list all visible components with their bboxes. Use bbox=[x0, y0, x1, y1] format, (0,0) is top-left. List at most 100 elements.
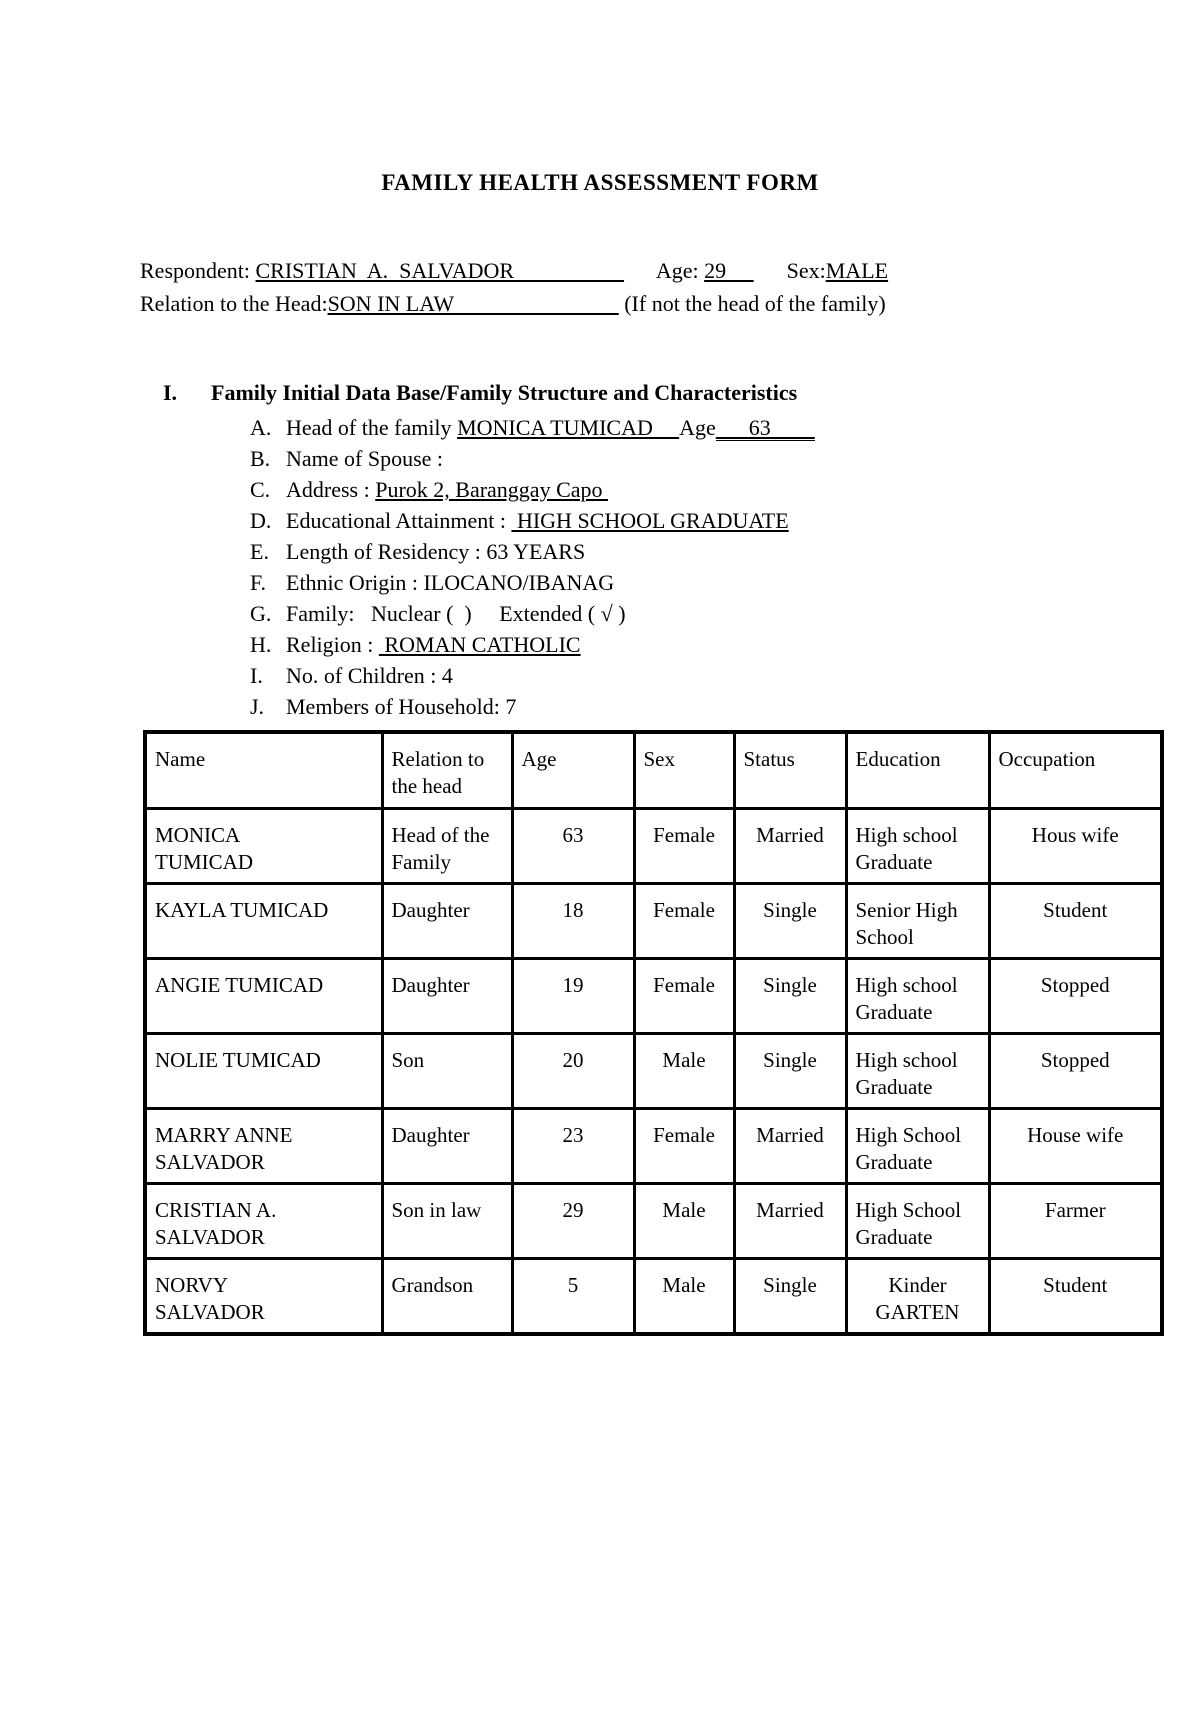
list-item: B. Name of Spouse : bbox=[250, 443, 1200, 474]
item-label: Head of the family bbox=[286, 415, 458, 440]
list-item: J. Members of Household: 7 bbox=[250, 691, 1200, 722]
page-title: FAMILY HEALTH ASSESSMENT FORM bbox=[381, 170, 819, 195]
relation-field: SON IN LAW bbox=[327, 291, 619, 316]
table-cell: MARRY ANNE SALVADOR bbox=[143, 1107, 384, 1185]
table-cell: High School Graduate bbox=[844, 1107, 991, 1185]
list-item: E. Length of Residency : 63 YEARS bbox=[250, 536, 1200, 567]
spacer bbox=[624, 258, 656, 283]
item-letter: I. bbox=[250, 663, 263, 688]
column-header: Relation to the head bbox=[380, 730, 514, 810]
relation-note: (If not the head of the family) bbox=[618, 291, 886, 316]
table-cell: MONICA TUMICAD bbox=[143, 807, 384, 885]
item-letter: J. bbox=[250, 694, 265, 719]
household-members-table: Name Relation to the head Age Sex Status Educ… bbox=[143, 730, 1164, 1336]
item-letter: H. bbox=[250, 632, 272, 657]
table-cell: Married bbox=[732, 1107, 848, 1185]
table-cell: Single bbox=[732, 882, 848, 960]
column-header: Status bbox=[732, 730, 848, 810]
table-header: Name Relation to the head Age Sex Status Educ… bbox=[143, 730, 1164, 810]
item-underlined-value-2: 63 bbox=[715, 415, 815, 441]
table-row: CRISTIAN A. SALVADOR Son in law 29 Male Marr… bbox=[143, 1182, 1164, 1260]
respondent-block: Respondent: CRISTIAN A. SALVADOR Age: 29… bbox=[140, 254, 1200, 320]
table-cell: Single bbox=[732, 1032, 848, 1110]
list-item: A. Head of the family MONICA TUMICAD Age … bbox=[250, 412, 1200, 443]
list-item: H. Religion : ROMAN CATHOLIC bbox=[250, 629, 1200, 660]
table-cell: Son bbox=[380, 1032, 514, 1110]
table-cell: NOLIE TUMICAD bbox=[143, 1032, 384, 1110]
item-mid-label: Age bbox=[679, 415, 716, 440]
table-cell: High School Graduate bbox=[844, 1182, 991, 1260]
table-body: MONICA TUMICAD Head of the Family 63 Female… bbox=[143, 807, 1164, 1336]
table-cell: Female bbox=[632, 807, 736, 885]
table-row: NOLIE TUMICAD Son 20 Male Single High school … bbox=[143, 1032, 1164, 1110]
table-cell: Student bbox=[987, 882, 1164, 960]
table-cell: Son in law bbox=[380, 1182, 514, 1260]
sex-label: Sex: bbox=[786, 258, 826, 283]
table-cell: High school Graduate bbox=[844, 807, 991, 885]
item-label: Ethnic Origin : ILOCANO/IBANAG bbox=[286, 570, 615, 595]
table-cell: 20 bbox=[510, 1032, 636, 1110]
item-label: Educational Attainment : bbox=[286, 508, 512, 533]
table-cell: 5 bbox=[510, 1257, 636, 1336]
list-item: D. Educational Attainment : HIGH SCHOOL G… bbox=[250, 505, 1200, 536]
age-label: Age: bbox=[655, 258, 705, 283]
section-title: Family Initial Data Base/Family Structur… bbox=[211, 380, 798, 405]
table-cell: 18 bbox=[510, 882, 636, 960]
item-label: Length of Residency : 63 YEARS bbox=[286, 539, 586, 564]
item-letter: C. bbox=[250, 477, 271, 502]
column-header: Education bbox=[844, 730, 991, 810]
table-cell: 23 bbox=[510, 1107, 636, 1185]
table-cell: Stopped bbox=[987, 1032, 1164, 1110]
item-letter: E. bbox=[250, 539, 269, 564]
table-cell: Daughter bbox=[380, 957, 514, 1035]
table-cell: High school Graduate bbox=[844, 1032, 991, 1110]
sex-field: MALE bbox=[825, 258, 889, 283]
table-cell: Daughter bbox=[380, 1107, 514, 1185]
item-label: Family: Nuclear ( ) Extended ( √ ) bbox=[286, 601, 626, 626]
item-label: Address : bbox=[286, 477, 376, 502]
table-cell: 63 bbox=[510, 807, 636, 885]
item-letter: D. bbox=[250, 508, 272, 533]
table-cell: Kinder GARTEN bbox=[844, 1257, 991, 1336]
list-item: F. Ethnic Origin : ILOCANO/IBANAG bbox=[250, 567, 1200, 598]
table-cell: ANGIE TUMICAD bbox=[143, 957, 384, 1035]
table-cell: Male bbox=[632, 1182, 736, 1260]
table-cell: Single bbox=[732, 1257, 848, 1336]
table-cell: Grandson bbox=[380, 1257, 514, 1336]
table-cell: Married bbox=[732, 1182, 848, 1260]
spacer bbox=[754, 258, 787, 283]
list-item: G. Family: Nuclear ( ) Extended ( √ ) bbox=[250, 598, 1200, 629]
section-number: I. bbox=[163, 380, 178, 405]
table-cell: 29 bbox=[510, 1182, 636, 1260]
item-letter: B. bbox=[250, 446, 271, 471]
item-label: Religion : bbox=[286, 632, 379, 657]
item-letter: F. bbox=[250, 570, 266, 595]
table-header-row: Name Relation to the head Age Sex Status Educ… bbox=[143, 730, 1164, 810]
respondent-name-field: CRISTIAN A. SALVADOR bbox=[255, 258, 625, 283]
list-item: I. No. of Children : 4 bbox=[250, 660, 1200, 691]
respondent-label: Respondent: bbox=[140, 258, 256, 283]
table-cell: 19 bbox=[510, 957, 636, 1035]
item-letter: G. bbox=[250, 601, 272, 626]
table-cell: Female bbox=[632, 957, 736, 1035]
table-cell: KAYLA TUMICAD bbox=[143, 882, 384, 960]
table-cell: CRISTIAN A. SALVADOR bbox=[143, 1182, 384, 1260]
column-header: Name bbox=[143, 730, 384, 810]
relation-label: Relation to the Head: bbox=[140, 291, 328, 316]
table-cell: Senior High School bbox=[844, 882, 991, 960]
item-underlined-value: MONICA TUMICAD bbox=[457, 415, 680, 440]
column-header: Occupation bbox=[987, 730, 1164, 810]
item-label: No. of Children : 4 bbox=[286, 663, 453, 688]
table-cell: Married bbox=[732, 807, 848, 885]
table-row: MONICA TUMICAD Head of the Family 63 Female… bbox=[143, 807, 1164, 885]
table-cell: Male bbox=[632, 1032, 736, 1110]
table-cell: Male bbox=[632, 1257, 736, 1336]
respondent-line: Respondent: CRISTIAN A. SALVADOR Age: 29… bbox=[140, 254, 1200, 287]
item-label: Name of Spouse : bbox=[286, 446, 449, 471]
item-underlined-value: ROMAN CATHOLIC bbox=[378, 632, 581, 657]
relation-line: Relation to the Head:SON IN LAW (If not … bbox=[140, 287, 1200, 320]
table-cell: Female bbox=[632, 882, 736, 960]
item-letter: A. bbox=[250, 415, 272, 440]
list-item: C. Address : Purok 2, Baranggay Capo bbox=[250, 474, 1200, 505]
table-cell: Single bbox=[732, 957, 848, 1035]
